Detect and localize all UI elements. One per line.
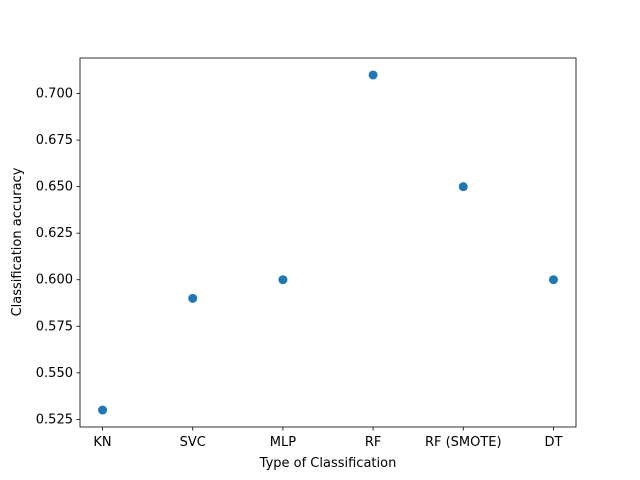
x-tick-label: RF [365, 435, 382, 450]
x-tick-label: MLP [270, 435, 296, 450]
y-tick-label: 0.550 [36, 366, 73, 381]
data-point [278, 275, 288, 285]
data-point [368, 70, 378, 80]
y-axis-label: Classification accuracy [10, 167, 25, 316]
y-tick-label: 0.525 [36, 412, 73, 427]
x-tick-label: RF (SMOTE) [425, 435, 502, 450]
y-tick-label: 0.700 [36, 87, 73, 102]
x-tick-label: DT [544, 435, 562, 450]
data-point [188, 293, 198, 303]
y-tick-label: 0.650 [36, 180, 73, 195]
plot-area: 0.525 0.550 0.575 0.600 0.625 0.650 0.675 0.700… [36, 57, 577, 450]
y-tick-label: 0.600 [36, 273, 73, 288]
x-tick-label: SVC [180, 435, 206, 450]
axes-frame [79, 57, 577, 428]
data-point [458, 182, 468, 192]
y-tick-label: 0.575 [36, 319, 73, 334]
x-tick-label: KN [93, 435, 111, 450]
data-point [548, 275, 558, 285]
y-tick-label: 0.675 [36, 133, 73, 148]
x-axis-label: Type of Classification [259, 456, 397, 471]
data-point [98, 405, 108, 415]
y-tick-label: 0.625 [36, 226, 73, 241]
